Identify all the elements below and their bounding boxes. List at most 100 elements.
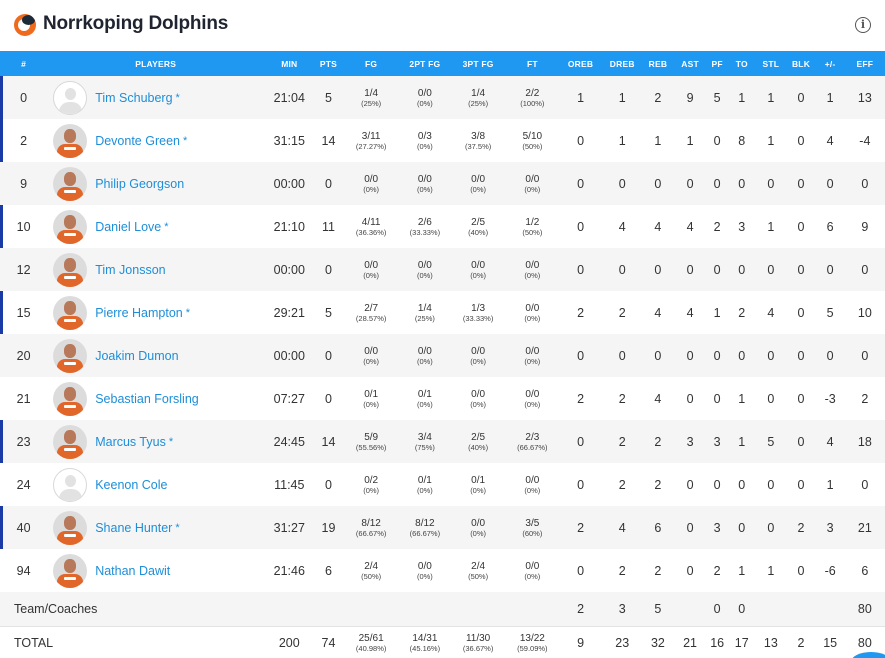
three-point-fg: 2/5 (40%) xyxy=(449,420,507,463)
player-row[interactable]: 9 Philip Georgson 00:00 0 0/0 (0%) 0/0 (0%) 0/0(… xyxy=(0,162,885,205)
stat-blk: 0 xyxy=(786,76,816,119)
column-header[interactable]: TO xyxy=(728,51,756,76)
stat-reb: 2 xyxy=(641,549,674,592)
team-stat-to: 0 xyxy=(728,592,756,626)
player-row[interactable]: 40 Shane Hunter * 31:27 19 8/12 (66.67%) 8/12 (6… xyxy=(0,506,885,549)
empty-cell xyxy=(342,592,400,626)
player-name-link[interactable]: Tim Jonsson xyxy=(95,262,166,277)
team-stat-pf: 0 xyxy=(706,592,729,626)
player-row[interactable]: 2 Devonte Green * 31:15 14 3/11 (27.27%) 0/3 (0%… xyxy=(0,119,885,162)
free-throws-percentage: (66.67%) xyxy=(517,442,548,452)
player-name-link[interactable]: Philip Georgson xyxy=(95,176,185,191)
free-throws-made-attempted: 0/0 xyxy=(525,173,540,185)
two-point-fg-percentage: (0%) xyxy=(416,270,433,280)
two-point-fg-made-attempted: 0/1 xyxy=(417,388,432,400)
column-header[interactable]: # xyxy=(0,51,48,76)
player-name-link[interactable]: Tim Schuberg xyxy=(95,90,173,105)
field-goals: 2/7 (28.57%) xyxy=(342,291,400,334)
player-row[interactable]: 23 Marcus Tyus * 24:45 14 5/9 (55.56%) 3/4 (75%)… xyxy=(0,420,885,463)
free-throws: 0/0 (0%) xyxy=(506,549,559,592)
player-photo xyxy=(53,209,88,244)
jersey-number: 12 xyxy=(0,248,48,291)
column-header[interactable]: DREB xyxy=(602,51,642,76)
column-header[interactable]: PLAYERS xyxy=(47,51,265,76)
player-row[interactable]: 15 Pierre Hampton * 29:21 5 2/7 (28.57%) 1/4 (25… xyxy=(0,291,885,334)
help-bubble-button[interactable] xyxy=(851,652,885,658)
player-name-link[interactable]: Devonte Green xyxy=(95,133,180,148)
player-name-link[interactable]: Shane Hunter xyxy=(95,520,173,535)
column-header[interactable]: OREB xyxy=(558,51,603,76)
player-name-link[interactable]: Nathan Dawit xyxy=(95,563,171,578)
two-point-fg: 0/0 (0%) xyxy=(399,248,450,291)
default-avatar-icon xyxy=(53,467,88,502)
stat-stl: 5 xyxy=(755,420,787,463)
player-name-link[interactable]: Keenon Cole xyxy=(95,477,168,492)
jersey-number: 2 xyxy=(0,119,48,162)
total-stat-blk: 2 xyxy=(786,625,816,658)
player-name-link[interactable]: Daniel Love xyxy=(95,219,162,234)
free-throws-percentage: (60%) xyxy=(522,528,543,538)
stat-eff: 9 xyxy=(844,205,885,248)
stat-pf: 0 xyxy=(706,162,729,205)
player-row[interactable]: 24 Keenon Cole 11:45 0 0/2 (0%) 0/1 (0%) 0/1 (0%)… xyxy=(0,463,885,506)
player-name-link[interactable]: Sebastian Forsling xyxy=(95,391,199,406)
column-header[interactable]: FT xyxy=(506,51,559,76)
three-point-fg: 3/8 (37.5%) xyxy=(449,119,507,162)
column-header[interactable]: PF xyxy=(706,51,729,76)
two-point-fg-made-attempted: 1/4 xyxy=(417,302,432,314)
player-row[interactable]: 10 Daniel Love * 21:10 11 4/11 (36.36%) 2/6 (33.… xyxy=(0,205,885,248)
player-cell: Devonte Green * xyxy=(47,119,265,162)
two-point-fg-percentage: (0%) xyxy=(416,184,433,194)
info-icon[interactable]: i xyxy=(855,17,871,33)
stat-stl: 1 xyxy=(755,119,787,162)
two-point-fg-made-attempted: 0/1 xyxy=(417,474,432,486)
points: 6 xyxy=(314,549,343,592)
stat-blk: 0 xyxy=(786,205,816,248)
stat-reb: 0 xyxy=(641,334,674,377)
jersey-number: 15 xyxy=(0,291,48,334)
stat-reb: 2 xyxy=(641,463,674,506)
field-goals: 1/4 (25%) xyxy=(342,76,400,119)
team-stat-stl xyxy=(755,592,787,626)
stat-to: 8 xyxy=(728,119,756,162)
column-header[interactable]: FG xyxy=(342,51,400,76)
column-header[interactable]: +/- xyxy=(815,51,845,76)
column-header[interactable]: 2PT FG xyxy=(399,51,450,76)
column-header[interactable]: BLK xyxy=(786,51,816,76)
player-row[interactable]: 21 Sebastian Forsling 07:27 0 0/1 (0%) 0/1 (0%)… xyxy=(0,377,885,420)
total-field-goals-made-attempted: 25/61 xyxy=(358,633,384,645)
team-stat-oreb: 2 xyxy=(558,592,603,626)
field-goals: 0/0 (0%) xyxy=(342,334,400,377)
stat-to: 1 xyxy=(728,420,756,463)
player-row[interactable]: 20 Joakim Dumon 00:00 0 0/0 (0%) 0/0 (0%) 0/0 (0%… xyxy=(0,334,885,377)
column-header[interactable]: STL xyxy=(755,51,787,76)
team-stat-dreb: 3 xyxy=(602,592,642,626)
column-header[interactable]: PTS xyxy=(314,51,343,76)
three-point-fg-made-attempted: 2/5 xyxy=(471,431,486,443)
player-row[interactable]: 94 Nathan Dawit 21:46 6 2/4 (50%) 0/0 (0%) 2/4 (5… xyxy=(0,549,885,592)
total-field-goals: 25/61 (40.98%) xyxy=(342,625,400,658)
column-header[interactable]: MIN xyxy=(264,51,315,76)
column-header[interactable]: EFF xyxy=(844,51,885,76)
stat-reb: 1 xyxy=(641,119,674,162)
field-goals-made-attempted: 2/7 xyxy=(364,302,379,314)
minutes: 21:04 xyxy=(264,76,315,119)
player-row[interactable]: 0 Tim Schuberg * 21:04 5 1/4 (25%) 0/0 (0%) 1/4 (2… xyxy=(0,76,885,119)
points: 11 xyxy=(314,205,343,248)
player-name-link[interactable]: Joakim Dumon xyxy=(95,348,179,363)
stat-dreb: 1 xyxy=(602,119,642,162)
field-goals-made-attempted: 0/0 xyxy=(364,259,379,271)
column-header[interactable]: AST xyxy=(673,51,707,76)
column-header[interactable]: 3PT FG xyxy=(449,51,507,76)
three-point-fg-made-attempted: 0/0 xyxy=(471,345,486,357)
jersey-number: 21 xyxy=(0,377,48,420)
player-name-link[interactable]: Pierre Hampton xyxy=(95,305,183,320)
stat-eff: 0 xyxy=(844,248,885,291)
player-row[interactable]: 12 Tim Jonsson 00:00 0 0/0 (0%) 0/0 (0%) 0/0 (0%)… xyxy=(0,248,885,291)
two-point-fg-made-attempted: 2/6 xyxy=(417,216,432,228)
player-name-link[interactable]: Marcus Tyus xyxy=(95,434,166,449)
free-throws-percentage: (0%) xyxy=(524,356,541,366)
free-throws-made-attempted: 0/0 xyxy=(525,474,540,486)
total-stat-pm: 15 xyxy=(815,625,845,658)
column-header[interactable]: REB xyxy=(641,51,674,76)
